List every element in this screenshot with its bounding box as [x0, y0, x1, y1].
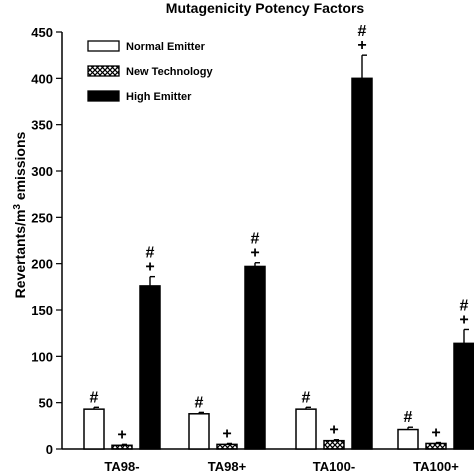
y-tick-label: 450 [31, 25, 53, 40]
bar [139, 285, 161, 450]
y-tick-label: 300 [31, 164, 53, 179]
x-tick-label: TA98- [104, 459, 139, 474]
significance-marker: + [250, 245, 259, 262]
legend-swatch [87, 65, 120, 77]
plot-area: 050100150200250300350400450#++#TA98-#++#… [31, 23, 474, 474]
bar [425, 442, 447, 450]
y-tick-label: 0 [46, 442, 53, 457]
significance-marker: # [358, 23, 367, 40]
bar [244, 265, 266, 450]
bar [323, 439, 345, 450]
significance-marker: + [431, 425, 440, 442]
y-tick-label: 100 [31, 349, 53, 364]
y-axis-label-main: Revertants/m [12, 210, 28, 299]
legend: Normal Emitter New Technology High Emitter [87, 40, 213, 103]
chart-title: Mutagenicity Potency Factors [166, 0, 365, 16]
bar [351, 77, 373, 450]
bar [295, 408, 317, 450]
x-tick-label: TA100+ [413, 459, 459, 474]
y-axis-label-tail: emissions [12, 131, 28, 204]
x-tick-label: TA98+ [208, 459, 247, 474]
significance-marker: # [90, 389, 99, 406]
legend-swatch [87, 90, 120, 102]
y-tick-label: 200 [31, 257, 53, 272]
significance-marker: + [329, 422, 338, 439]
significance-marker: + [459, 311, 468, 328]
y-tick-label: 50 [39, 396, 53, 411]
significance-marker: # [460, 297, 469, 314]
y-tick-label: 250 [31, 210, 53, 225]
legend-swatch [87, 40, 120, 52]
bar [397, 428, 419, 450]
significance-marker: # [302, 389, 311, 406]
legend-label: Normal Emitter [126, 41, 206, 53]
bar [83, 408, 105, 450]
bar [453, 342, 474, 450]
y-tick-label: 150 [31, 303, 53, 318]
bar [216, 443, 238, 450]
significance-marker: + [222, 425, 231, 442]
bar [188, 413, 210, 450]
significance-marker: + [117, 426, 126, 443]
significance-marker: # [404, 409, 413, 426]
legend-label: New Technology [126, 66, 213, 78]
y-tick-label: 400 [31, 71, 53, 86]
significance-marker: + [357, 37, 366, 54]
y-axis-label-superscript: 3 [12, 204, 23, 210]
legend-label: High Emitter [126, 91, 192, 103]
significance-marker: # [146, 245, 155, 262]
significance-marker: + [145, 259, 154, 276]
significance-marker: # [251, 231, 260, 248]
bar [111, 444, 133, 450]
y-tick-label: 350 [31, 118, 53, 133]
x-tick-label: TA100- [313, 459, 355, 474]
significance-marker: # [195, 394, 204, 411]
y-axis-label: Revertants/m3 emissions [12, 131, 28, 298]
